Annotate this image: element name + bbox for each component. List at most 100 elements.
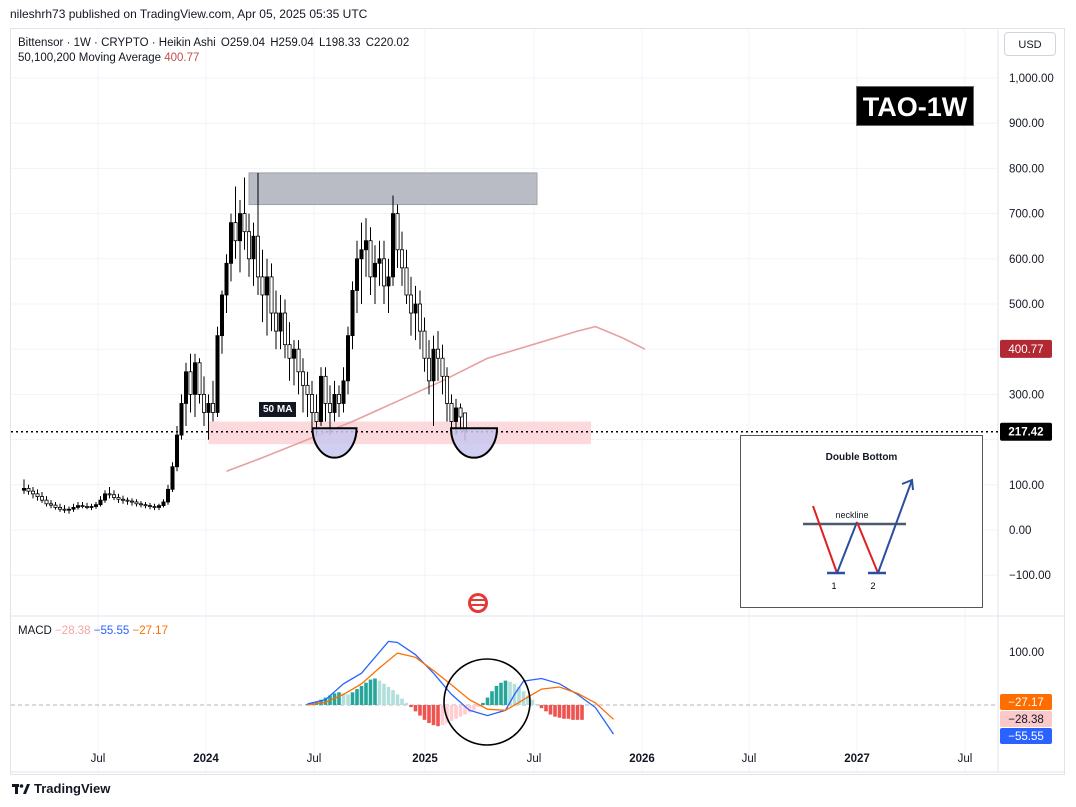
macd-histogram-bar: [364, 682, 368, 705]
us-flag-icon-stripe: [471, 604, 485, 606]
bottom-2-shape: [449, 427, 499, 459]
price-tick-label: −100.00: [1009, 570, 1051, 582]
ma-legend[interactable]: 50,100,200 Moving Average 400.77: [18, 51, 409, 66]
time-axis: Jul 2024 Jul 2025 Jul 2026 Jul 2027 Jul: [91, 753, 973, 765]
macd-badge-label: −55.55: [1008, 731, 1044, 743]
candle: [40, 492, 45, 503]
tradingview-logo-icon: [12, 783, 30, 794]
candle: [336, 385, 341, 417]
candle-body: [103, 493, 108, 501]
price-badge: [1000, 422, 1052, 441]
candle: [242, 177, 247, 250]
candle: [228, 213, 233, 282]
candle-body: [453, 407, 458, 422]
candle: [435, 331, 440, 381]
candle-body: [80, 505, 85, 507]
macd-legend[interactable]: MACD −28.38 −55.55 −27.17: [18, 625, 168, 637]
candle-body: [435, 348, 440, 359]
candle-body: [251, 235, 256, 260]
open-value: 259.04: [229, 37, 266, 49]
time-tick-label: Jul: [958, 753, 973, 765]
ma-legend-value: 400.77: [164, 52, 200, 64]
macd-badge: [1000, 694, 1052, 710]
tradingview-footer[interactable]: TradingView: [12, 781, 110, 796]
candle: [129, 498, 134, 506]
macd-histogram-bar: [530, 699, 535, 705]
candle-body: [363, 240, 368, 251]
candle-body: [21, 488, 26, 491]
candle: [94, 501, 99, 509]
macd-histogram-bar: [422, 705, 427, 720]
candle-body: [381, 258, 386, 287]
candle-body: [372, 262, 377, 278]
candle-body: [85, 506, 90, 508]
time-tick-label: Jul: [527, 753, 542, 765]
macd-histogram-bar: [404, 702, 409, 705]
macd-histogram-bar: [494, 685, 499, 705]
symbol-line: Bittensor · 1W · CRYPTO · Heikin Ashi: [18, 37, 216, 49]
macd-histogram-bar: [454, 705, 458, 719]
candle-body: [206, 403, 211, 413]
candle: [165, 484, 170, 505]
candle: [444, 367, 449, 422]
macd-histogram-bar: [490, 691, 494, 705]
candle-body: [53, 504, 58, 508]
candle-body: [40, 496, 45, 501]
candle: [458, 403, 463, 431]
macd-histogram-bar: [413, 705, 418, 712]
macd-histogram-bar: [436, 705, 440, 727]
bottom-shapes: [311, 427, 499, 459]
open-label: O: [220, 37, 230, 49]
candle-body: [368, 240, 373, 278]
macd-badge: [1000, 728, 1052, 744]
candle: [143, 501, 148, 509]
macd-histogram-bar: [544, 705, 548, 712]
ma-badge-label: 400.77: [1008, 344, 1043, 356]
candle-body: [161, 501, 166, 506]
candle: [354, 240, 359, 314]
candle: [426, 340, 431, 395]
macd-histogram-bar: [449, 705, 454, 721]
macd-badge: [1000, 711, 1052, 727]
candle: [449, 394, 454, 431]
candle-body: [210, 403, 215, 413]
candle: [147, 502, 152, 510]
candle-body: [431, 348, 436, 382]
tradingview-brand: TradingView: [34, 781, 111, 796]
candle-body: [345, 335, 350, 382]
candle-body: [359, 249, 364, 260]
candle-body: [354, 258, 359, 291]
macd-histogram-bar: [409, 705, 413, 708]
candle: [44, 496, 49, 507]
candle-body: [183, 371, 188, 404]
candle: [58, 503, 63, 512]
candle: [233, 186, 238, 259]
neckline-label: neckline: [835, 510, 868, 520]
macd-histogram-bar: [458, 705, 463, 717]
macd-pane: 100.00−27.17−28.38−55.55: [11, 593, 1052, 746]
price-tick-label: 700.00: [1009, 209, 1044, 221]
candle-body: [350, 290, 355, 337]
macd-histogram-bar: [391, 690, 395, 705]
candle-body: [112, 494, 117, 498]
candle: [273, 290, 278, 350]
macd-histogram-bar: [580, 705, 584, 720]
candle-body: [305, 384, 310, 395]
macd-histogram-bar: [377, 680, 382, 705]
price-tick-label: 500.00: [1009, 299, 1044, 311]
candle-body: [94, 504, 99, 507]
macd-histogram-bar: [517, 686, 521, 705]
currency-button[interactable]: USD: [1004, 32, 1056, 56]
candle-body: [228, 222, 233, 264]
macd-histogram-bar: [337, 692, 341, 705]
candle-body: [170, 466, 175, 490]
macd-histogram-bar: [521, 691, 526, 705]
candle-body: [156, 505, 161, 508]
candle-body: [395, 213, 400, 251]
candle: [76, 501, 81, 510]
candle: [206, 394, 211, 440]
candle-body: [192, 362, 197, 395]
time-tick-label: 2025: [412, 753, 438, 765]
candle: [381, 240, 386, 304]
ticker-tag-box: TAO-1W: [856, 86, 974, 126]
